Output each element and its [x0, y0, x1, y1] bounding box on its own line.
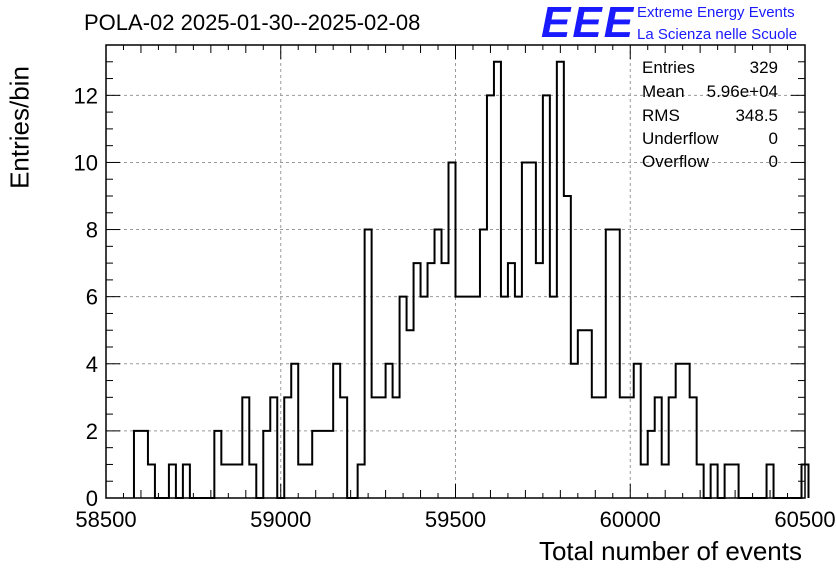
stats-label: Mean: [642, 82, 685, 101]
stats-row-overflow: Overflow 0: [642, 152, 778, 175]
y-tick-label: 2: [86, 419, 98, 444]
tick-marks: [105, 45, 806, 499]
y-tick-label: 8: [86, 218, 98, 243]
stats-label: Entries: [642, 58, 695, 77]
x-tick-label: 59500: [425, 507, 486, 532]
y-tick-label: 0: [86, 486, 98, 511]
stats-row-rms: RMS 348.5: [642, 106, 778, 129]
x-tick-label: 58500: [75, 507, 136, 532]
x-tick-label: 60000: [600, 507, 661, 532]
histogram-series: [132, 60, 810, 499]
y-tick-label: 4: [86, 352, 98, 377]
x-axis-label: Total number of events: [538, 536, 802, 566]
stats-value: 348.5: [735, 106, 778, 125]
y-tick-label: 6: [86, 285, 98, 310]
stats-value: 0: [768, 129, 778, 148]
stats-label: Overflow: [642, 152, 710, 171]
y-axis-label-text: Entries/bin: [4, 66, 35, 189]
eee-logo: EEE: [541, 0, 636, 47]
logo-line-2: La Scienza nelle Scuole: [637, 26, 798, 43]
stats-row-mean: Mean 5.96e+04: [642, 82, 778, 105]
chart-title: POLA-02 2025-01-30--2025-02-08: [84, 10, 421, 35]
stats-row-entries: Entries 329: [642, 58, 778, 81]
logo-line-1: Extreme Energy Events: [637, 4, 795, 21]
y-tick-label: 10: [74, 150, 98, 175]
stats-label: RMS: [642, 106, 680, 125]
stats-label: Underflow: [642, 129, 719, 148]
stats-row-underflow: Underflow 0: [642, 129, 778, 152]
y-tick-label: 12: [74, 83, 98, 108]
stats-value: 5.96e+04: [706, 82, 778, 101]
stats-value: 0: [768, 152, 778, 171]
x-tick-label: 59000: [250, 507, 311, 532]
x-tick-label: 60500: [774, 507, 835, 532]
stats-value: 329: [749, 58, 778, 77]
tick-labels: 58500 59000 59500 60000 60500 0 2 4 6 8 10 12: [74, 83, 836, 532]
